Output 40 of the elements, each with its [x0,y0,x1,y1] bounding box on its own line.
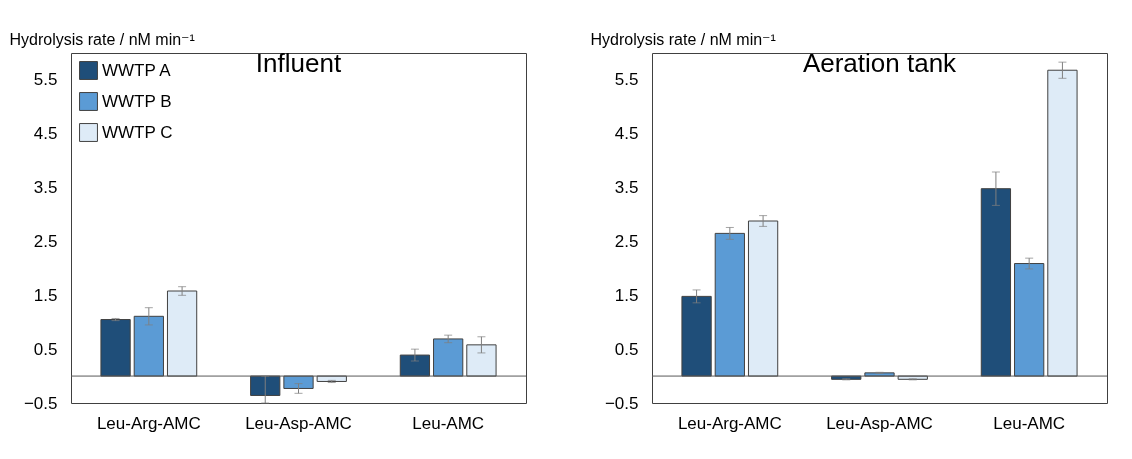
x-tick-label: Leu-Arg-AMC [677,413,782,433]
x-tick-label: Leu-Arg-AMC [96,413,201,433]
bar [980,188,1012,377]
y-tick-label: 3.5 [33,178,58,198]
bar [1014,263,1045,377]
x-tick-label: Leu-Asp-AMC [245,413,352,433]
x-tick-label: Leu-AMC [993,413,1066,433]
legend-label: WWTP B [102,91,172,111]
y-tick-label: 0.5 [614,339,639,359]
y-tick-label: 4.5 [614,124,639,144]
chart-title: Influent [255,48,342,78]
bar [133,315,164,377]
bar [399,354,431,377]
y-tick-label: 3.5 [614,178,639,198]
x-tick-label: Leu-Asp-AMC [826,413,933,433]
y-axis-title: Hydrolysis rate / nM min⁻¹ [590,30,776,48]
y-tick-label: −0.5 [23,393,58,413]
bar [681,295,712,377]
bar [433,338,464,377]
x-tick-label: Leu-AMC [412,413,485,433]
y-axis-title: Hydrolysis rate / nM min⁻¹ [9,30,195,48]
chart-title: Aeration tank [802,48,958,78]
y-tick-label: −0.5 [604,393,639,413]
bar [100,319,131,377]
legend-label: WWTP A [102,60,172,80]
y-tick-label: 0.5 [33,339,58,359]
bar [714,232,745,377]
y-tick-label: 2.5 [33,231,58,251]
bar [1047,69,1078,377]
bar [166,290,198,377]
bar [747,220,779,377]
y-tick-label: 5.5 [614,70,639,90]
y-tick-label: 4.5 [33,124,58,144]
legend-label: WWTP C [102,122,173,142]
bar [466,344,497,377]
y-tick-label: 1.5 [614,285,639,305]
y-tick-label: 1.5 [33,285,58,305]
y-tick-label: 5.5 [33,70,58,90]
bar [250,375,281,396]
y-tick-label: 2.5 [614,231,639,251]
